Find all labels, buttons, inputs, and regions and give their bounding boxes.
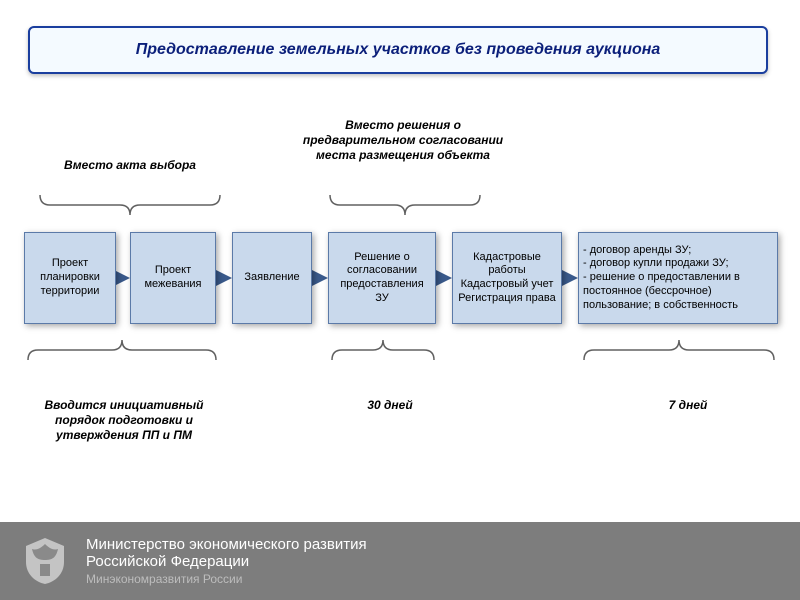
process-box-label: Заявление [244,271,299,285]
brace-top-0 [40,195,220,215]
process-box-2: Заявление [232,232,312,324]
process-box-label: - договор аренды ЗУ; - договор купли про… [583,244,773,313]
annotation-top-1: Вместо решения о предварительном согласо… [298,118,508,163]
process-box-label: Проект планировки территории [29,257,111,298]
annotation-bottom-2: 7 дней [648,398,728,413]
footer-line1: Министерство экономического развития [86,536,367,553]
brace-top-1 [330,195,480,215]
ministry-logo [18,534,72,588]
process-box-0: Проект планировки территории [24,232,116,324]
process-box-3: Решение о согласовании предоставления ЗУ [328,232,436,324]
brace-bottom-0 [28,340,216,360]
process-box-5: - договор аренды ЗУ; - договор купли про… [578,232,778,324]
brace-bottom-2 [584,340,774,360]
footer-line3: Минэкономразвития России [86,572,367,586]
process-box-label: Решение о согласовании предоставления ЗУ [333,251,431,306]
diagram-canvas: Предоставление земельных участков без пр… [0,0,800,600]
footer-line2: Российской Федерации [86,553,367,570]
annotation-bottom-1: 30 дней [350,398,430,413]
process-box-1: Проект межевания [130,232,216,324]
process-box-label: Проект межевания [135,264,211,292]
footer-text: Министерство экономического развития Рос… [86,536,367,586]
brace-bottom-1 [332,340,434,360]
annotation-top-0: Вместо акта выбора [40,158,220,173]
process-box-4: Кадастровые работы Кадастровый учет Реги… [452,232,562,324]
process-box-label: Кадастровые работы Кадастровый учет Реги… [457,251,557,306]
footer: Министерство экономического развития Рос… [0,522,800,600]
annotation-bottom-0: Вводится инициативный порядок подготовки… [26,398,222,443]
